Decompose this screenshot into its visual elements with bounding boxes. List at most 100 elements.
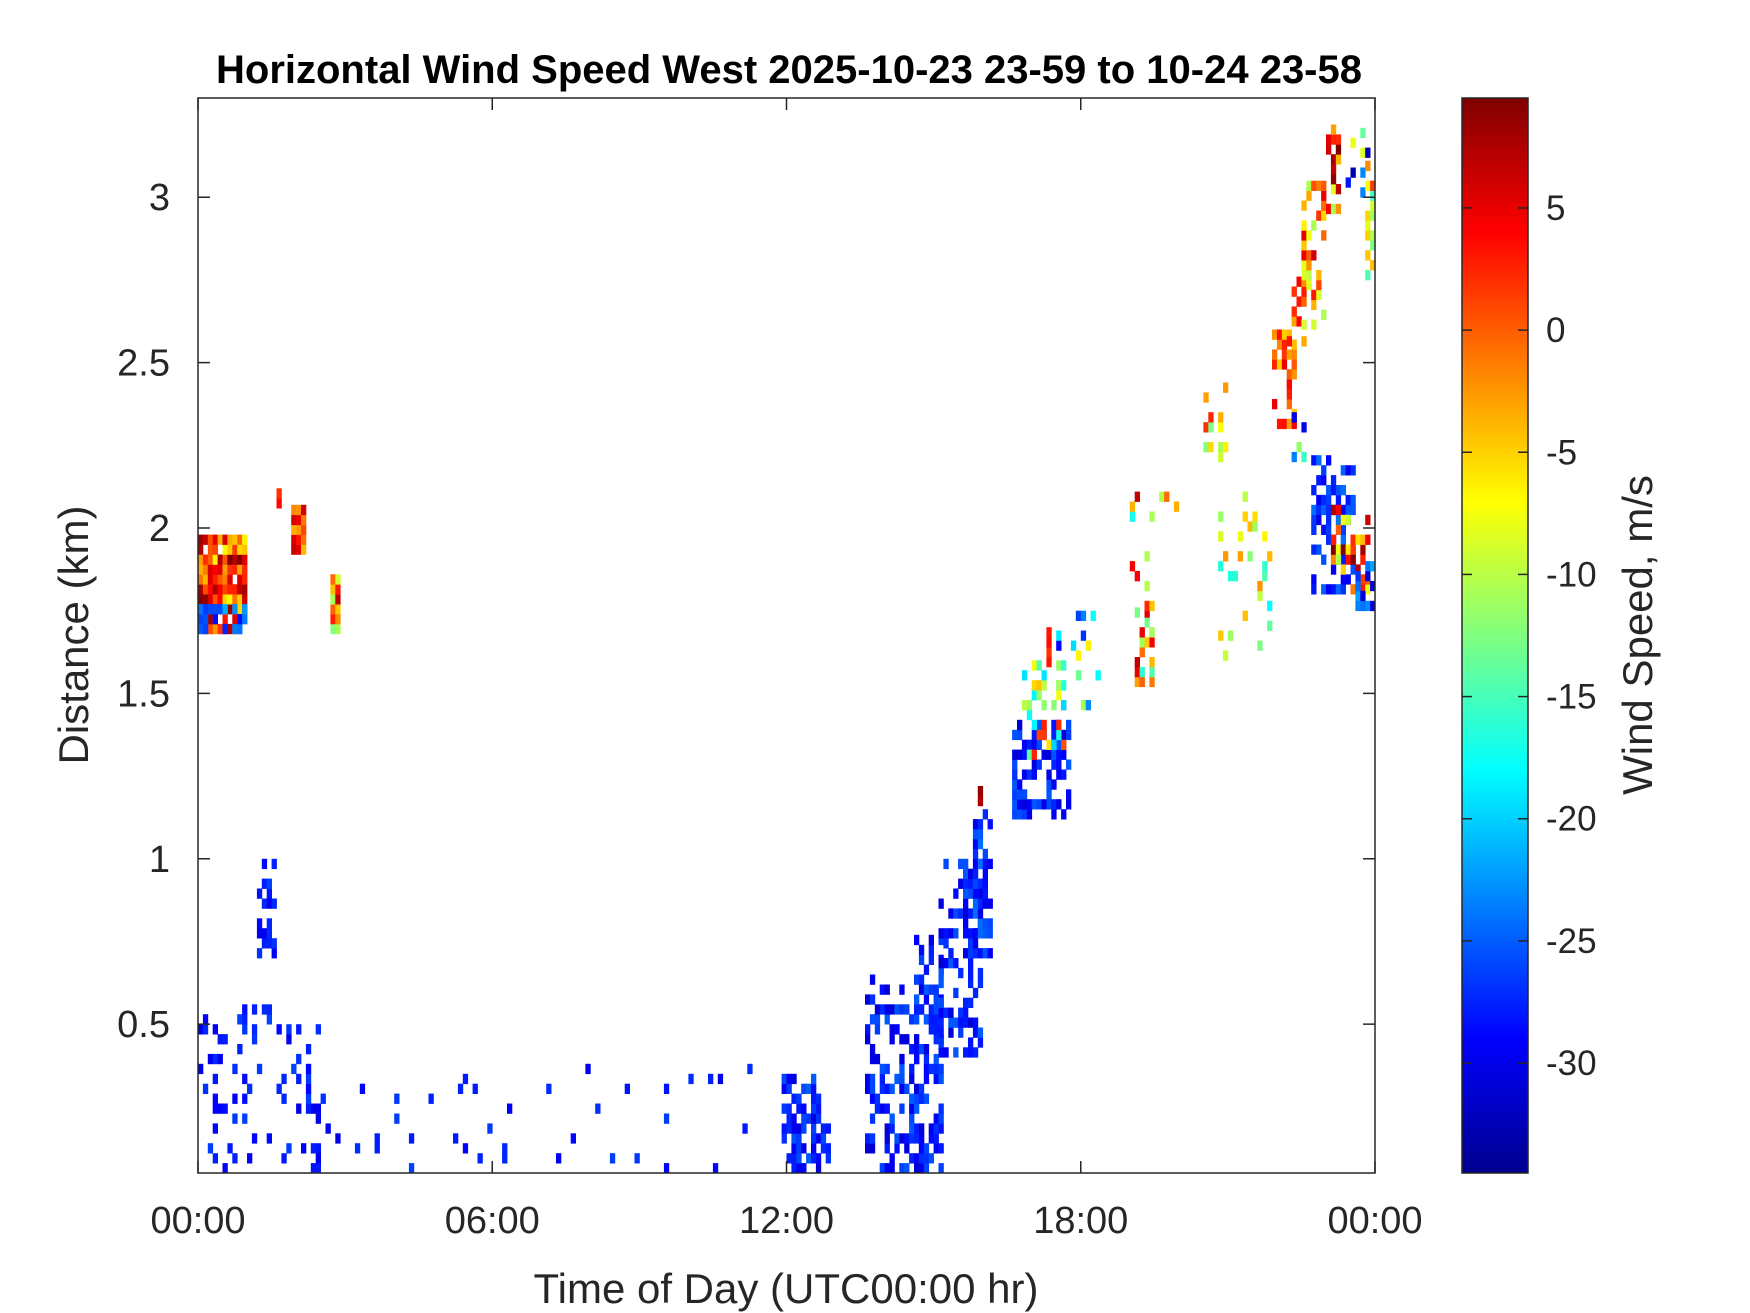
heatmap-cell — [889, 1113, 895, 1124]
heatmap-cell — [212, 1093, 218, 1104]
heatmap-cell — [914, 934, 920, 946]
heatmap-cell — [1335, 134, 1342, 145]
heatmap-cell — [1056, 769, 1062, 780]
heatmap-cell — [820, 1123, 827, 1134]
heatmap-cell — [938, 1047, 944, 1058]
heatmap-cell — [222, 1163, 228, 1174]
heatmap-cell — [884, 1014, 890, 1025]
heatmap-cell — [1031, 739, 1037, 750]
heatmap-cell — [977, 1037, 984, 1048]
heatmap-cell — [825, 1143, 831, 1154]
heatmap-cell — [1134, 676, 1140, 688]
heatmap-cell — [1267, 551, 1273, 562]
heatmap-cell — [305, 1073, 312, 1085]
heatmap-cell — [1012, 799, 1018, 810]
heatmap-cell — [212, 544, 218, 555]
heatmap-cell — [1291, 451, 1297, 463]
heatmap-cell — [865, 1073, 871, 1085]
heatmap-cell — [256, 948, 263, 959]
heatmap-cell — [1326, 455, 1332, 466]
heatmap-cell — [1262, 561, 1268, 572]
heatmap-cell — [1335, 584, 1342, 595]
heatmap-cell — [1335, 504, 1342, 516]
heatmap-cell — [1350, 137, 1356, 148]
heatmap-cell — [923, 1053, 930, 1065]
heatmap-cell — [1360, 127, 1366, 139]
heatmap-cell — [1012, 789, 1018, 800]
heatmap-cell — [982, 918, 988, 929]
heatmap-cell — [933, 1113, 939, 1124]
heatmap-cell — [918, 944, 925, 956]
heatmap-cell — [958, 967, 964, 979]
heatmap-cell — [879, 984, 885, 995]
heatmap-cell — [487, 1123, 493, 1134]
heatmap-cell — [1316, 279, 1322, 291]
heatmap-cell — [1056, 729, 1062, 741]
heatmap-cell — [1296, 316, 1302, 327]
x-axis: 00:00 06:00 12:00 18:00 00:00 — [150, 98, 1423, 1242]
heatmap-cell — [1365, 514, 1371, 526]
heatmap-cell — [261, 938, 268, 949]
heatmap-cell — [869, 1133, 876, 1144]
heatmap-cell — [958, 1017, 964, 1028]
heatmap-cell — [982, 809, 988, 820]
heatmap-cell — [1257, 640, 1263, 651]
heatmap-cell — [972, 888, 979, 899]
heatmap-cell — [330, 584, 336, 595]
heatmap-cell — [1335, 154, 1342, 165]
heatmap-cell — [928, 1004, 934, 1015]
heatmap-cell — [1330, 154, 1337, 165]
heatmap-cell — [1350, 534, 1356, 545]
heatmap-cell — [1144, 580, 1150, 592]
heatmap-cell — [806, 1083, 812, 1094]
heatmap-cell — [1061, 660, 1067, 671]
heatmap-cell — [276, 498, 282, 509]
heatmap-cell — [1360, 187, 1366, 198]
x-tick-label: 12:00 — [739, 1200, 834, 1242]
heatmap-cell — [918, 974, 925, 985]
heatmap-cell — [982, 928, 988, 939]
heatmap-cell — [884, 1133, 890, 1144]
heatmap-cell — [968, 1017, 974, 1028]
heatmap-cell — [977, 878, 984, 889]
heatmap-cell — [202, 604, 209, 615]
heatmap-cell — [781, 1073, 787, 1085]
heatmap-cell — [943, 958, 949, 969]
heatmap-cell — [1134, 491, 1140, 502]
heatmap-cell — [796, 1093, 802, 1104]
heatmap-cell — [1173, 501, 1180, 512]
heatmap-cell — [242, 1093, 248, 1104]
heatmap-cell — [914, 1004, 920, 1015]
heatmap-cell — [1061, 739, 1067, 750]
heatmap-cell — [1272, 329, 1278, 340]
heatmap-cell — [291, 1063, 297, 1075]
heatmap-cell — [1066, 789, 1072, 800]
heatmap-cell — [884, 1063, 890, 1075]
heatmap-cell — [212, 574, 218, 585]
heatmap-cell — [933, 1143, 939, 1154]
heatmap-cell — [271, 938, 277, 949]
heatmap-cell — [987, 819, 993, 830]
heatmap-cell — [894, 1073, 900, 1085]
heatmap-cell — [904, 1143, 910, 1154]
heatmap-cell — [1335, 184, 1342, 195]
heatmap-cell — [1036, 759, 1042, 770]
heatmap-cell — [972, 987, 979, 999]
heatmap-cell — [1139, 637, 1145, 648]
heatmap-cell — [914, 1083, 920, 1094]
heatmap-cell — [1021, 809, 1028, 820]
heatmap-cell — [663, 1163, 670, 1174]
heatmap-cell — [712, 1163, 719, 1174]
heatmap-cell — [1301, 296, 1307, 307]
heatmap-cell — [237, 623, 243, 635]
heatmap-cell — [1306, 250, 1312, 261]
heatmap-cell — [242, 1073, 248, 1085]
heatmap-cell — [1301, 200, 1307, 211]
y-axis-label: Distance (km) — [50, 505, 97, 764]
heatmap-cell — [958, 1007, 964, 1018]
heatmap-cell — [1311, 299, 1317, 311]
heatmap-cell — [320, 1093, 326, 1104]
heatmap-cell — [310, 1143, 317, 1154]
heatmap-cell — [933, 1073, 939, 1085]
